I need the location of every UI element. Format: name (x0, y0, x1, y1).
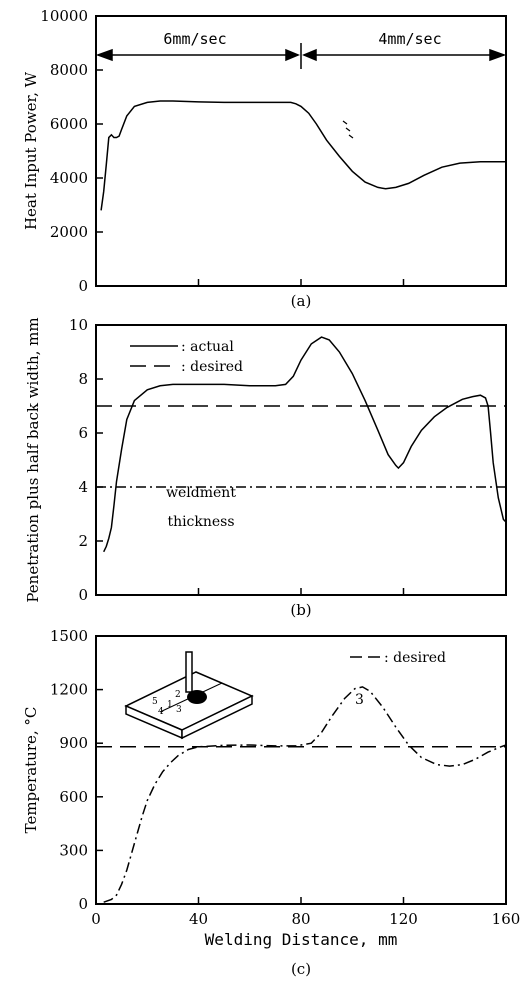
sensor-tick-marks (342, 120, 354, 139)
panel-c-x-tick-label: 160 (492, 910, 521, 928)
panel-c-x-tick-label: 40 (189, 910, 208, 928)
panel-c-y-tick-label: 1500 (50, 627, 88, 645)
legend-desired-label: : desired (181, 359, 243, 375)
panel-b: 0 2 4 6 8 10 Penetration plus half back width… (24, 316, 507, 619)
panel-c: 0 40 80 120 160 0 300 600 900 1200 1500 Temperatur… (22, 627, 520, 978)
inset-label-4: 4 (158, 707, 164, 717)
legend-actual-label: : actual (181, 339, 234, 355)
welding-plate-inset: 5 4 1 2 3 (124, 651, 254, 740)
temperature-line (103, 686, 507, 903)
legend-actual-prefix: : (181, 339, 190, 355)
speed-arrow-left-head (95, 48, 113, 62)
panel-c-x-tick-label: 80 (291, 910, 310, 928)
weld-pool (187, 690, 207, 704)
speed-arrows (95, 43, 507, 69)
welding-torch (185, 651, 193, 693)
actual-penetration-line (103, 336, 507, 553)
legend-desired-text: desired (190, 359, 243, 375)
panel-c-y-tick-label: 0 (78, 895, 88, 913)
panel-b-y-tick-label: 2 (78, 532, 88, 550)
inset-label-5: 5 (152, 697, 158, 707)
panel-c-y-tick-label: 300 (59, 841, 88, 859)
temperature-point-label: 3 (355, 692, 364, 708)
plate-side (181, 694, 253, 740)
panel-a-y-tick-label: 6000 (50, 115, 88, 133)
panel-c-y-tick-label: 900 (59, 734, 88, 752)
panel-a-ticks: 0 2000 4000 6000 8000 10000 (40, 7, 507, 295)
inset-label-1: 1 (167, 700, 173, 710)
panel-b-y-tick-label: 10 (69, 316, 88, 334)
panel-b-ticks: 0 2 4 6 8 10 (69, 316, 507, 604)
legend-c-desired-text: desired (393, 650, 446, 666)
panel-c-ticks: 0 40 80 120 160 0 300 600 900 1200 1500 (50, 627, 521, 928)
panel-b-ylabel: Penetration plus half back width, mm (24, 317, 42, 602)
speed-arrow-right-head (489, 48, 507, 62)
panel-c-y-tick-label: 1200 (50, 681, 88, 699)
panel-a-ylabel: Heat Input Power, W (22, 71, 40, 230)
panel-a-y-tick-label: 8000 (50, 61, 88, 79)
panel-a-y-tick-label: 4000 (50, 169, 88, 187)
legend-c-desired-label: : desired (384, 650, 446, 666)
panel-b-y-tick-label: 0 (78, 586, 88, 604)
weldment-annotation: weldment (166, 485, 236, 501)
panel-b-y-tick-label: 6 (78, 424, 88, 442)
panel-b-label: (b) (290, 601, 311, 619)
panel-b-y-tick-label: 8 (78, 370, 88, 388)
panel-c-frame (95, 635, 507, 905)
panel-c-ylabel: Temperature, °C (22, 707, 40, 834)
legend-c-desired-prefix: : (384, 650, 393, 666)
panel-a: 0 2000 4000 6000 8000 10000 Heat Input Power,… (22, 7, 507, 310)
panel-a-y-tick-label: 0 (78, 277, 88, 295)
speed-label-4: 4mm/sec (378, 30, 441, 48)
panel-a-y-tick-label: 2000 (50, 223, 88, 241)
panel-b-y-tick-label: 4 (78, 478, 88, 496)
panel-c-label: (c) (291, 960, 311, 978)
panel-c-xlabel: Welding Distance, mm (205, 930, 398, 949)
legend-desired-prefix: : (181, 359, 190, 375)
inset-label-3: 3 (176, 705, 182, 715)
panel-c-x-tick-label: 120 (389, 910, 418, 928)
panel-c-x-tick-label: 0 (91, 910, 101, 928)
speed-arrow-mid-head-left (285, 48, 300, 62)
inset-label-2: 2 (175, 690, 181, 700)
thickness-annotation: thickness (167, 514, 234, 530)
panel-a-y-tick-label: 10000 (40, 7, 88, 25)
speed-arrow-mid-head-right (302, 48, 317, 62)
speed-label-6: 6mm/sec (163, 30, 226, 48)
panel-a-label: (a) (291, 292, 312, 310)
heat-input-power-line (100, 100, 506, 211)
legend-actual-text: actual (190, 339, 234, 355)
panel-c-y-tick-label: 600 (59, 788, 88, 806)
